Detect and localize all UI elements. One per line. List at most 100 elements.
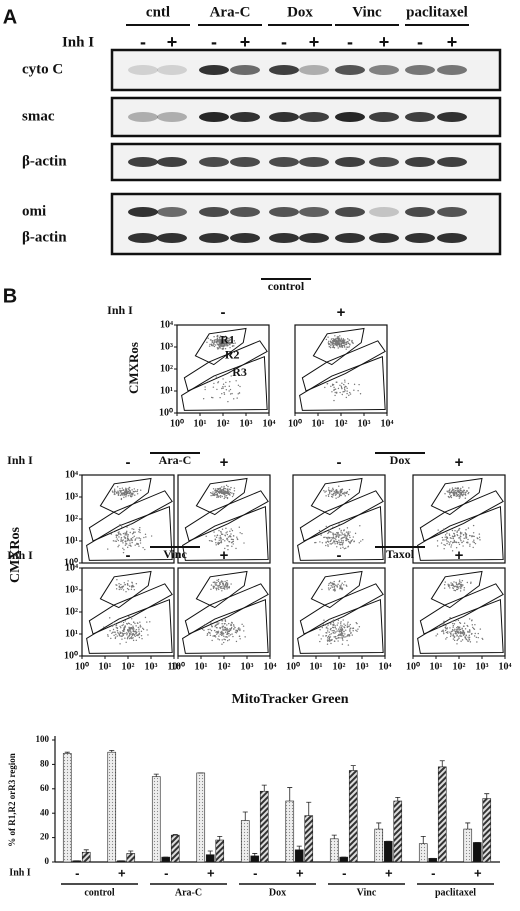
event-dot xyxy=(325,490,327,492)
event-dot xyxy=(138,545,140,547)
event-dot xyxy=(201,628,204,630)
event-dot xyxy=(468,638,470,640)
event-dot xyxy=(219,347,222,349)
event-dot xyxy=(227,341,229,344)
event-dot xyxy=(222,629,224,631)
event-dot xyxy=(340,634,342,636)
event-dot xyxy=(126,490,128,492)
event-dot xyxy=(135,625,137,627)
event-dot xyxy=(111,490,114,492)
event-dot xyxy=(347,531,349,533)
event-dot xyxy=(129,523,131,526)
event-dot xyxy=(224,338,226,341)
flow-plot-frame xyxy=(81,474,175,564)
event-dot xyxy=(232,345,234,347)
event-dot xyxy=(238,635,241,638)
event-dot xyxy=(224,491,226,493)
event-dot xyxy=(443,587,446,589)
event-dot xyxy=(449,627,451,629)
event-dot xyxy=(124,583,126,586)
event-dot xyxy=(341,588,343,591)
event-dot xyxy=(124,637,126,639)
error-bar xyxy=(242,811,248,821)
bar xyxy=(81,851,91,863)
event-dot xyxy=(340,490,343,493)
event-dot xyxy=(328,346,331,348)
region-label: R1 xyxy=(220,333,235,347)
event-dot xyxy=(349,391,351,394)
event-dot xyxy=(327,584,330,586)
event-dot xyxy=(455,631,457,633)
event-dot xyxy=(328,487,330,489)
event-dot xyxy=(215,536,218,538)
band xyxy=(437,65,467,75)
y-tick-label: 80 xyxy=(40,758,50,768)
event-dot xyxy=(118,588,120,591)
event-dot xyxy=(125,591,127,593)
event-dot xyxy=(462,633,464,635)
band xyxy=(230,207,260,217)
event-dot xyxy=(209,628,211,630)
event-dot xyxy=(349,531,351,533)
event-dot xyxy=(219,627,221,629)
event-dot xyxy=(469,641,472,643)
event-dot xyxy=(217,487,219,490)
error-bar xyxy=(395,796,401,801)
event-dot xyxy=(455,620,457,622)
event-dot xyxy=(360,540,362,542)
event-dot xyxy=(318,529,321,532)
event-dot xyxy=(124,540,126,543)
event-dot xyxy=(127,490,130,493)
event-dot xyxy=(112,628,115,631)
event-dot xyxy=(472,626,474,629)
event-dot xyxy=(346,539,348,541)
event-dot xyxy=(332,583,334,585)
event-dot xyxy=(127,537,129,540)
event-dot xyxy=(448,496,450,499)
event-dot xyxy=(216,622,218,624)
event-dot xyxy=(221,590,223,592)
event-dot xyxy=(231,392,233,395)
event-dot xyxy=(458,629,461,631)
event-dot xyxy=(211,492,213,495)
event-dot xyxy=(474,624,476,626)
event-dot xyxy=(132,630,134,633)
event-dot xyxy=(460,587,462,590)
event-dot xyxy=(329,633,331,636)
event-dot xyxy=(122,539,124,541)
event-dot xyxy=(216,494,219,496)
event-dot xyxy=(222,490,224,492)
event-dot xyxy=(215,624,217,627)
event-dot xyxy=(231,492,233,494)
event-dot xyxy=(458,579,461,581)
event-dot xyxy=(331,639,333,641)
event-dot xyxy=(233,340,236,342)
event-dot xyxy=(455,581,457,584)
event-dot xyxy=(131,586,133,589)
event-dot xyxy=(133,491,135,493)
y-tick-label: 10⁴ xyxy=(65,562,78,573)
event-dot xyxy=(349,630,351,632)
event-dot xyxy=(220,345,223,347)
event-dot xyxy=(222,383,225,385)
event-dot xyxy=(464,637,467,639)
event-dot xyxy=(223,340,225,343)
event-dot xyxy=(330,338,333,340)
lane-sign: + xyxy=(240,32,251,52)
x-tick-label: 10³ xyxy=(356,661,369,672)
event-dot xyxy=(330,627,332,630)
event-dot xyxy=(120,635,122,637)
event-dot xyxy=(334,391,336,394)
event-dot xyxy=(127,629,129,631)
event-dot xyxy=(333,586,335,588)
flow-plot-frame xyxy=(177,567,271,657)
treatment-label: Inh I xyxy=(62,34,94,50)
gate xyxy=(312,327,365,366)
event-dot xyxy=(347,546,349,548)
event-dot xyxy=(459,635,461,637)
event-dot xyxy=(335,344,338,346)
event-dot xyxy=(445,625,447,627)
event-dot xyxy=(241,623,243,626)
event-dot xyxy=(128,544,130,547)
event-dot xyxy=(454,487,456,489)
